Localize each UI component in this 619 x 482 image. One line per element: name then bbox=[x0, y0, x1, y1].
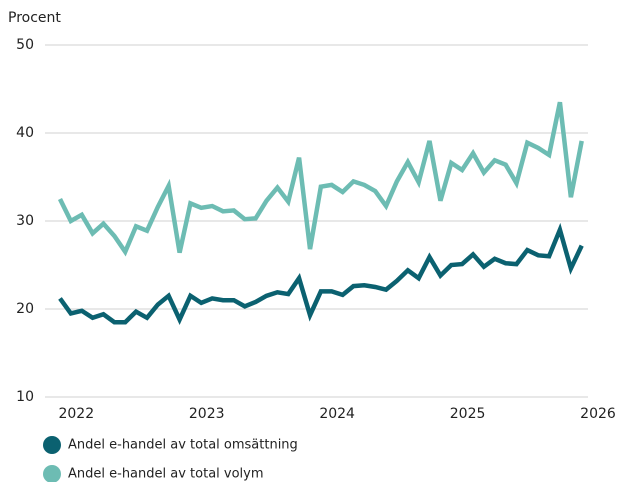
x-tick-label: 2025 bbox=[450, 406, 486, 422]
x-tick-label: 2026 bbox=[580, 406, 616, 422]
x-tick-label: 2023 bbox=[189, 406, 225, 422]
y-tick-label: 10 bbox=[16, 389, 34, 405]
x-tick-label: 2024 bbox=[319, 406, 355, 422]
data-line bbox=[57, 101, 584, 257]
legend-label: Andel e-handel av total volym bbox=[68, 467, 264, 482]
y-axis-label: Procent bbox=[8, 10, 61, 26]
y-tick-label: 40 bbox=[16, 125, 34, 141]
legend-marker bbox=[43, 436, 61, 454]
y-tick-label: 30 bbox=[16, 213, 34, 229]
x-tick-label: 2022 bbox=[58, 406, 94, 422]
y-tick-label: 50 bbox=[16, 37, 34, 53]
legend-label: Andel e-handel av total omsättning bbox=[68, 438, 298, 453]
data-line bbox=[58, 222, 584, 325]
y-tick-label: 20 bbox=[16, 301, 34, 317]
legend-marker bbox=[43, 465, 61, 482]
